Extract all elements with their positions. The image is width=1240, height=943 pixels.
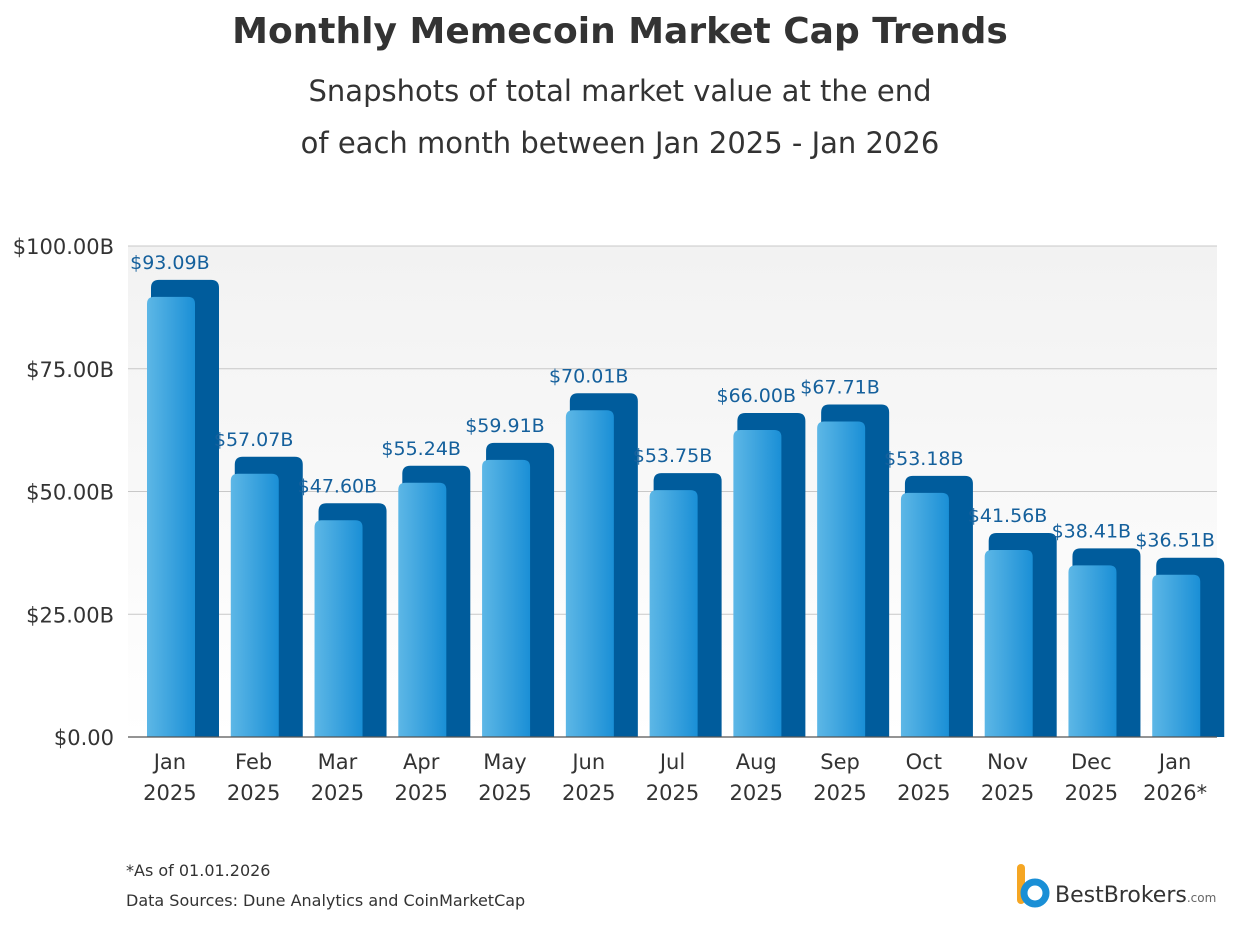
value-label: $47.60B [298,475,378,497]
value-label: $67.71B [800,377,880,399]
bar [398,482,447,737]
bar [482,459,531,737]
x-tick-label-line: 2025 [730,781,783,805]
x-tick-label: Mar 2025 [311,750,364,805]
footnote: *As of 01.01.2026 [126,861,270,880]
x-tick-label-line: 2025 [143,781,196,805]
x-tick-label-line: 2025 [311,781,364,805]
x-tick-label-line: Sep [820,750,860,774]
chart-subtitle: of each month between Jan 2025 - Jan 202… [301,126,940,160]
x-tick-label-line: Oct [906,750,942,774]
x-tick-label: Oct 2025 [897,750,950,805]
x-tick-label-line: 2025 [562,781,615,805]
bar [314,520,363,737]
value-label: $59.91B [465,415,545,437]
y-tick-label: $50.00B [26,481,114,505]
y-tick-label: $100.00B [13,235,114,259]
source: Data Sources: Dune Analytics and CoinMar… [126,891,525,910]
x-tick-label-line: 2025 [813,781,866,805]
bar [230,473,279,737]
bar [1068,565,1117,737]
value-label: $36.51B [1135,530,1215,552]
x-tick-label-line: 2025 [1065,781,1118,805]
x-tick-label: Sep 2025 [813,750,866,805]
logo: BestBrokers.com [1017,864,1216,908]
x-tick-label-line: 2025 [394,781,447,805]
brand-suffix: .com [1187,891,1216,905]
x-tick-label-line: 2025 [227,781,280,805]
bar [147,296,195,737]
x-tick-label-line: Jan [152,750,186,774]
x-tick-label: Dec 2025 [1065,750,1118,805]
x-tick-label-line: Jun [570,750,605,774]
bar [649,490,698,737]
brand-name: BestBrokers [1055,883,1187,908]
y-tick-label: $0.00 [54,726,114,750]
chart-subtitle: Snapshots of total market value at the e… [309,74,932,108]
value-label: $53.18B [884,448,964,470]
x-tick-label: Nov 2025 [981,750,1034,805]
logo-icon [1020,878,1050,908]
x-tick-label-line: Nov [987,750,1028,774]
y-tick-label: $25.00B [26,603,114,627]
bar [565,410,614,737]
value-label: $93.09B [130,252,210,274]
brand: BestBrokers.com [1055,883,1216,908]
x-tick-label: Jul 2025 [646,750,699,805]
value-label: $70.01B [549,365,629,387]
value-label: $38.41B [1052,520,1132,542]
value-label: $41.56B [968,505,1048,527]
x-tick-label-line: Jan [1157,750,1191,774]
bar [733,429,782,737]
bar [1152,574,1201,737]
value-label: $57.07B [214,429,294,451]
x-tick-label-line: May [483,750,526,774]
x-tick-label: Apr 2025 [394,750,447,805]
x-tick-label: Jan 2025 [143,750,196,805]
x-tick-label: Aug 2025 [730,750,783,805]
x-tick-label-line: 2025 [981,781,1034,805]
value-label: $66.00B [717,385,797,407]
x-tick-label: Feb 2025 [227,750,280,805]
x-tick-label-line: 2025 [897,781,950,805]
x-tick-label-line: Apr [403,750,440,774]
x-tick-label-line: Aug [736,750,777,774]
x-tick-label-line: Jul [658,750,685,774]
x-tick-label-line: 2026* [1143,781,1207,805]
x-tick-label-line: Feb [235,750,272,774]
value-label: $53.75B [633,445,713,467]
x-tick-label: Jun 2025 [562,750,615,805]
chart-title: Monthly Memecoin Market Cap Trends [232,11,1008,52]
x-tick-label-line: 2025 [646,781,699,805]
x-tick-label: Jan 2026* [1143,750,1207,805]
bar [984,549,1033,737]
bar [817,421,866,737]
x-tick-label-line: Mar [318,750,358,774]
x-tick-label: May 2025 [478,750,531,805]
bar [900,492,949,737]
x-tick-label-line: Dec [1071,750,1112,774]
x-tick-label-line: 2025 [478,781,531,805]
value-label: $55.24B [381,438,461,460]
y-tick-label: $75.00B [26,358,114,382]
